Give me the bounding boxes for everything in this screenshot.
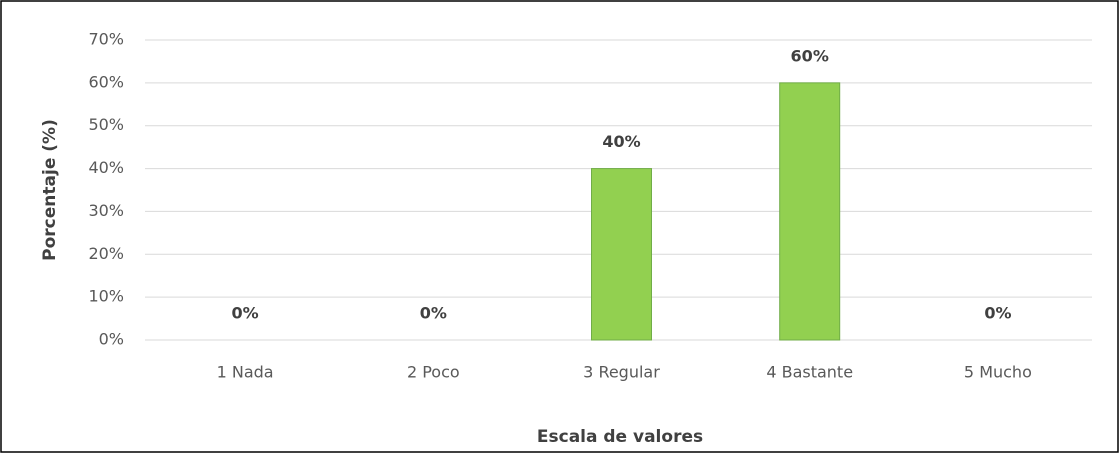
x-tick-label: 2 Poco xyxy=(407,363,460,382)
y-tick-label: 20% xyxy=(88,244,124,263)
y-tick-label: 60% xyxy=(88,72,124,91)
y-tick-label: 0% xyxy=(99,330,124,349)
x-tick-label: 1 Nada xyxy=(217,363,274,382)
y-tick-label: 50% xyxy=(88,115,124,134)
bar xyxy=(591,168,652,341)
data-label: 60% xyxy=(791,46,829,65)
bar xyxy=(779,82,841,341)
x-axis-title: Escala de valores xyxy=(537,427,703,447)
data-label: 0% xyxy=(420,304,447,323)
y-tick-label: 30% xyxy=(88,201,124,220)
data-label: 40% xyxy=(602,132,640,151)
x-tick-label: 3 Regular xyxy=(583,363,660,382)
y-tick-label: 10% xyxy=(88,287,124,306)
x-tick-label: 5 Mucho xyxy=(964,363,1032,382)
y-tick-label: 40% xyxy=(88,158,124,177)
data-label: 0% xyxy=(984,304,1011,323)
data-label: 0% xyxy=(232,304,259,323)
x-tick-label: 4 Bastante xyxy=(766,363,853,382)
y-axis-title: Porcentaje (%) xyxy=(40,119,60,261)
y-tick-label: 70% xyxy=(88,30,124,49)
